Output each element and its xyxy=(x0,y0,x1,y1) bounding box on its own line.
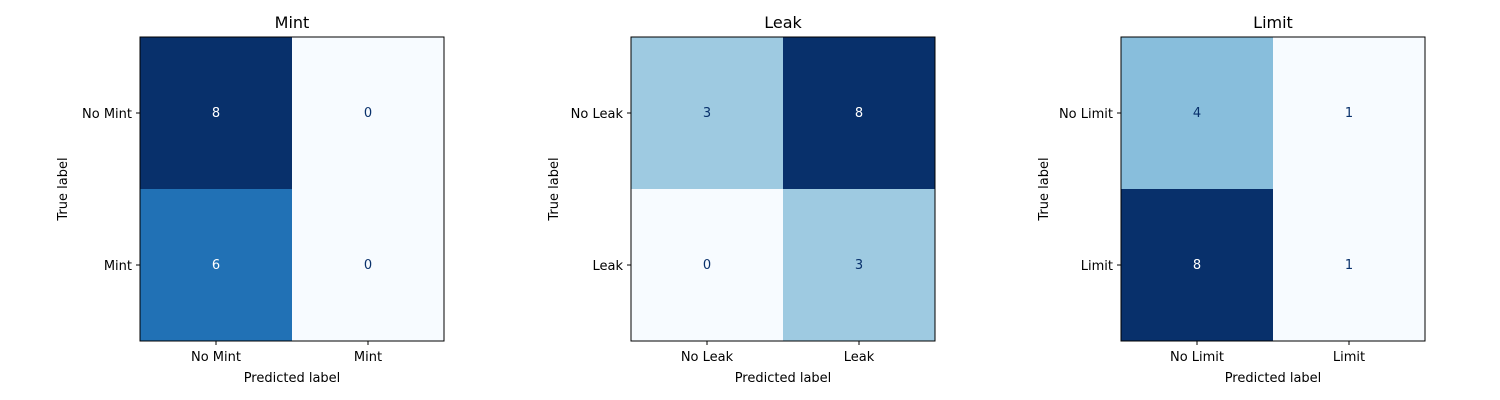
y-axis-label: True label xyxy=(547,157,562,221)
x-tick-label: Mint xyxy=(354,350,382,365)
axes-frame xyxy=(630,36,936,342)
x-axis-label: Predicted label xyxy=(244,371,341,386)
panel-title: Leak xyxy=(764,13,802,32)
matrix-cell xyxy=(1121,189,1273,341)
cell-value: 3 xyxy=(703,106,711,121)
matrix-cell xyxy=(783,37,935,189)
cell-value: 8 xyxy=(855,106,863,121)
y-tick-label: Leak xyxy=(592,259,623,274)
x-axis-label: Predicted label xyxy=(1225,371,1322,386)
y-tick-label: No Leak xyxy=(571,107,624,122)
cell-value: 3 xyxy=(855,258,863,273)
cell-value: 1 xyxy=(1345,258,1353,273)
matrix-cell xyxy=(292,189,444,341)
y-tick-label: Mint xyxy=(104,259,132,274)
y-axis-label: True label xyxy=(1037,157,1052,221)
cell-value: 6 xyxy=(212,258,220,273)
panel-title: Limit xyxy=(1253,13,1293,32)
x-tick-label: Limit xyxy=(1333,350,1365,365)
x-tick-label: No Mint xyxy=(191,350,241,365)
y-axis-label: True label xyxy=(56,157,71,221)
panel-title: Mint xyxy=(275,13,310,32)
matrix-cell xyxy=(1273,189,1425,341)
matrix-cell xyxy=(1121,37,1273,189)
matrix-cell xyxy=(140,189,292,341)
cell-value: 0 xyxy=(364,258,372,273)
x-axis-label: Predicted label xyxy=(735,371,832,386)
x-tick-label: No Limit xyxy=(1170,350,1224,365)
y-tick-label: No Mint xyxy=(82,107,132,122)
axes-frame xyxy=(139,36,445,342)
confusion-matrix-panel: 3 8 0 3 Leak No Leak Leak No Leak Leak Predicted … xyxy=(547,13,936,386)
cell-value: 0 xyxy=(703,258,711,273)
matrix-cell xyxy=(140,37,292,189)
cell-value: 1 xyxy=(1345,106,1353,121)
matrix-cell xyxy=(783,189,935,341)
cell-value: 8 xyxy=(1193,258,1201,273)
cell-value: 0 xyxy=(364,106,372,121)
y-tick-label: Limit xyxy=(1081,259,1113,274)
confusion-matrix-panel: 4 1 8 1 Limit No Limit Limit No Limit Limit Predi… xyxy=(1037,13,1426,386)
confusion-matrix-panel: 8 0 6 0 Mint No Mint Mint No Mint Mint Predicted … xyxy=(56,13,445,386)
cell-value: 4 xyxy=(1193,106,1201,121)
matrix-cell xyxy=(292,37,444,189)
matrix-cell xyxy=(631,37,783,189)
matrix-cell xyxy=(631,189,783,341)
x-tick-label: No Leak xyxy=(681,350,734,365)
matrix-cell xyxy=(1273,37,1425,189)
cell-value: 8 xyxy=(212,106,220,121)
x-tick-label: Leak xyxy=(844,350,875,365)
y-tick-label: No Limit xyxy=(1059,107,1113,122)
axes-frame xyxy=(1120,36,1426,342)
